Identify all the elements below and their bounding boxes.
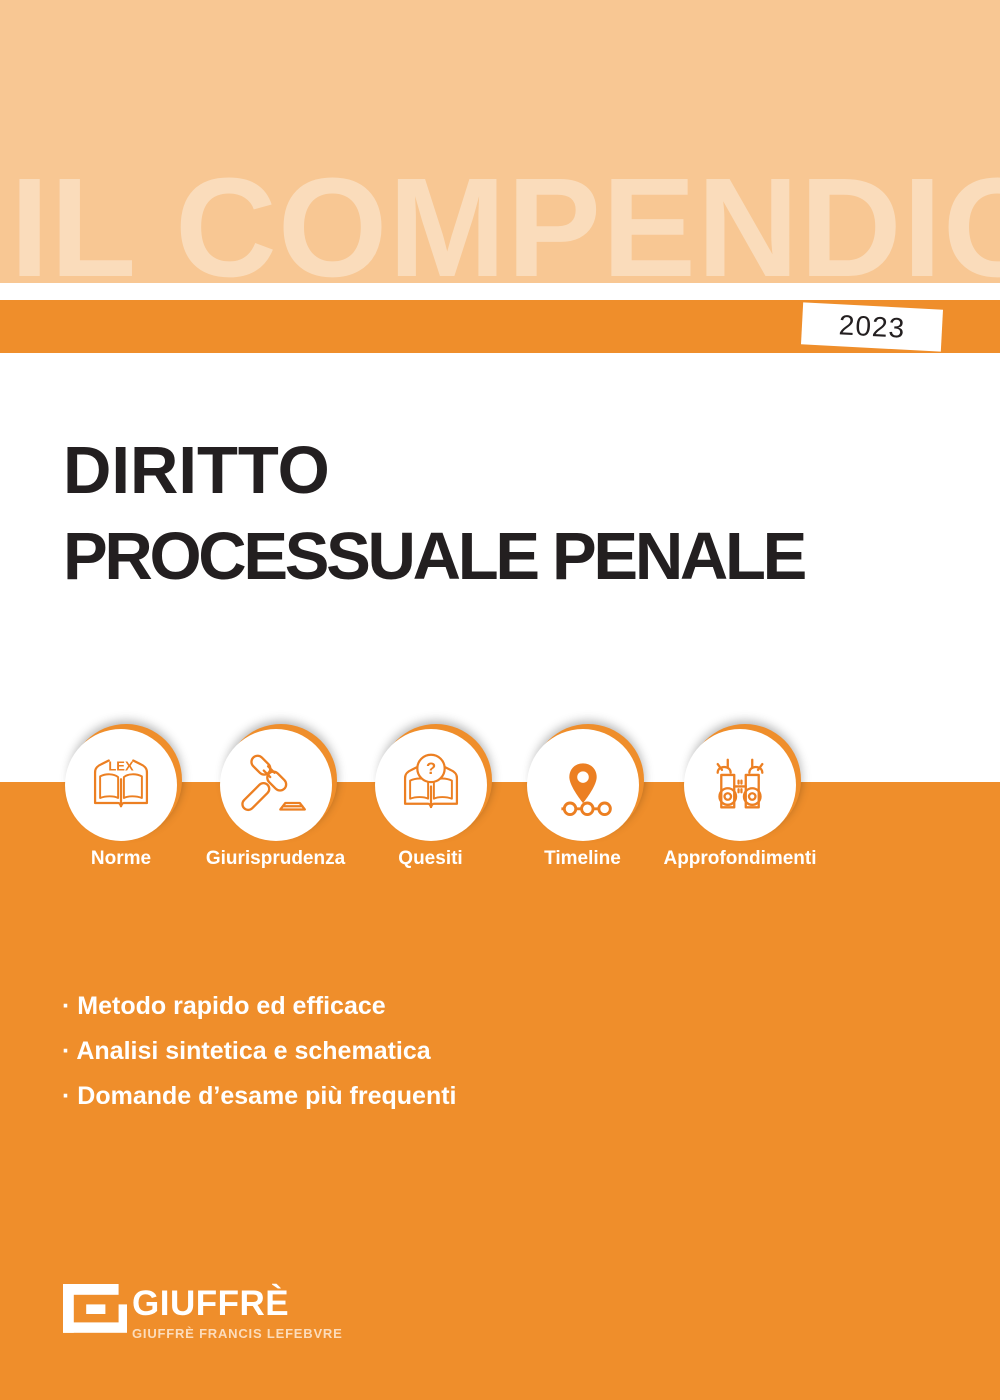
svg-text:LEX: LEX: [108, 759, 134, 774]
svg-text:?: ?: [425, 759, 435, 778]
